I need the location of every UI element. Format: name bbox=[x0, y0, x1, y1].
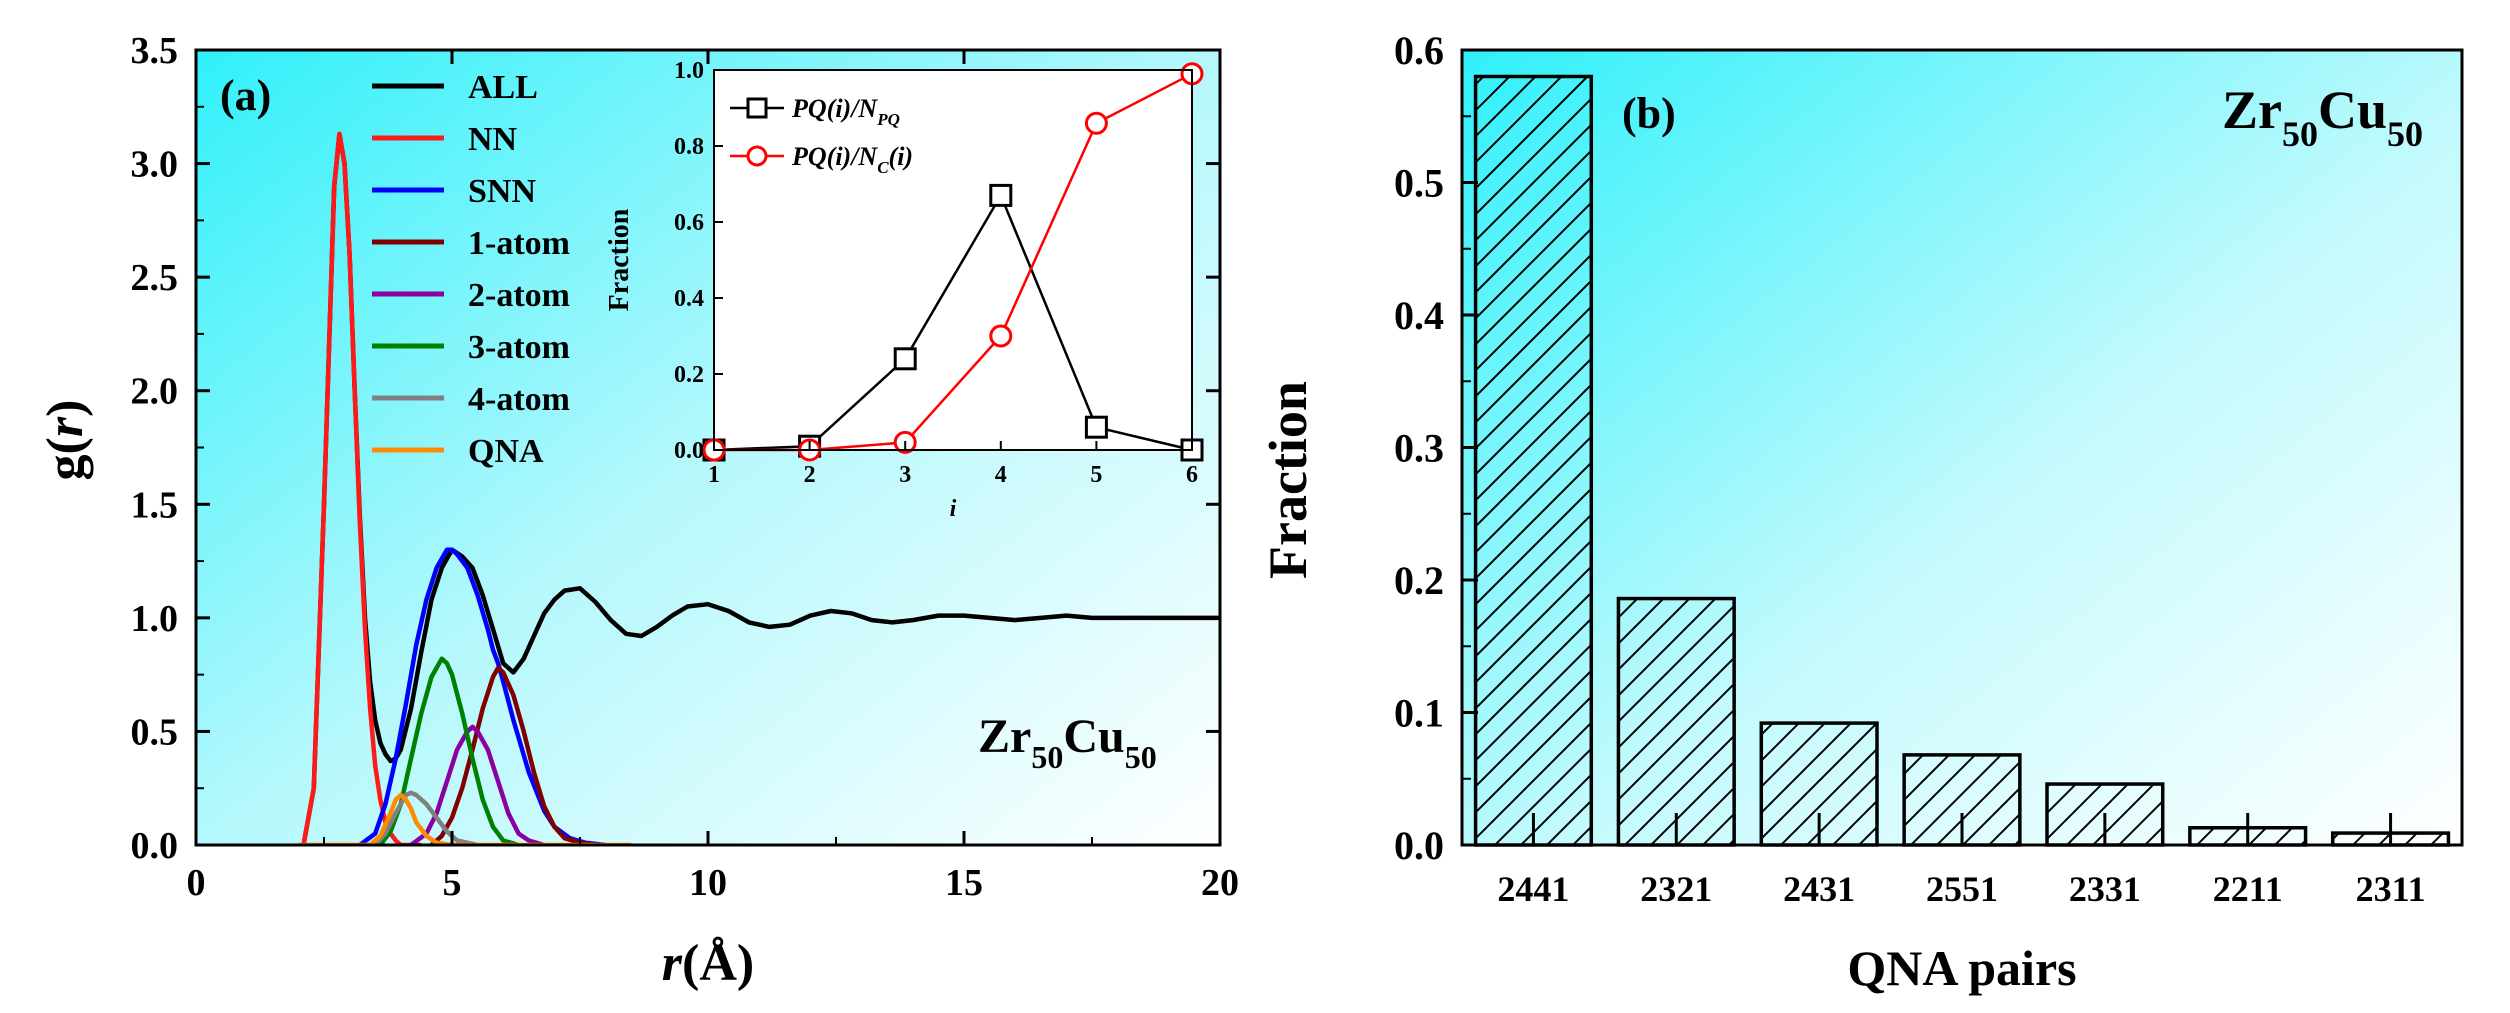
y-tick-label: 3.0 bbox=[131, 144, 179, 186]
y-tick-label: 0.3 bbox=[1394, 426, 1444, 471]
x-tick-label: 20 bbox=[1201, 862, 1239, 904]
legend-label: 2-atom bbox=[468, 277, 570, 314]
panel-b: 2441 2321 2431 2551 2331 2211 2311 0.0 0.1 0.2 0.… bbox=[1258, 28, 2462, 996]
x-tick-label-2321: 2321 bbox=[1640, 869, 1712, 909]
y-tick-label: 0.2 bbox=[1394, 558, 1444, 603]
y-tick-label: 0.1 bbox=[1394, 691, 1444, 736]
inset-y-tick-label: 1.0 bbox=[674, 58, 704, 84]
panel-a-x-axis-label: r(Å) bbox=[662, 935, 754, 992]
y-tick-label: 1.5 bbox=[131, 484, 179, 526]
x-tick-label-2551: 2551 bbox=[1926, 869, 1998, 909]
inset-x-tick-label: 3 bbox=[899, 462, 911, 488]
inset-y-tick-label: 0.6 bbox=[674, 210, 704, 236]
y-tick-label: 3.5 bbox=[131, 30, 179, 72]
inset-marker-square bbox=[1086, 417, 1106, 437]
y-tick-label: 2.5 bbox=[131, 257, 179, 299]
legend-label: 1-atom bbox=[468, 225, 570, 262]
inset-x-tick-label: 1 bbox=[708, 462, 720, 488]
panel-a-y-axis-label: g(r) bbox=[37, 400, 94, 481]
panel-b-background bbox=[1462, 50, 2462, 845]
bar-2441 bbox=[1476, 77, 1592, 846]
x-tick-label: 5 bbox=[443, 862, 462, 904]
inset-y-tick-label: 0.4 bbox=[674, 286, 704, 312]
bar-fill bbox=[1476, 77, 1592, 846]
x-tick-label-2441: 2441 bbox=[1497, 869, 1569, 909]
inset-legend-marker-circle bbox=[748, 147, 766, 165]
legend-label: QNA bbox=[468, 433, 544, 470]
inset-y-tick-label: 0.0 bbox=[674, 438, 704, 464]
legend-label: 3-atom bbox=[468, 329, 570, 366]
inset-x-tick-label: 6 bbox=[1186, 462, 1198, 488]
inset-marker-square bbox=[895, 349, 915, 369]
y-tick-label: 0.0 bbox=[131, 825, 179, 867]
x-tick-label-2431: 2431 bbox=[1783, 869, 1855, 909]
panel-b-y-axis-label: Fraction bbox=[1258, 381, 1318, 579]
panel-a-label: (a) bbox=[220, 71, 271, 120]
x-tick-label-2311: 2311 bbox=[2356, 869, 2426, 909]
inset-x-tick-label: 5 bbox=[1090, 462, 1102, 488]
x-tick-label-2211: 2211 bbox=[2213, 869, 2283, 909]
inset-marker-circle bbox=[991, 326, 1011, 346]
x-tick-label: 15 bbox=[945, 862, 983, 904]
y-tick-label: 0.4 bbox=[1394, 293, 1444, 338]
legend-label: 4-atom bbox=[468, 381, 570, 418]
y-tick-label: 1.0 bbox=[131, 598, 179, 640]
y-tick-label: 0.5 bbox=[131, 711, 179, 753]
panel-a: 0 5 10 15 20 0.00.51.01.52.02.53.03.5 (a) r(… bbox=[37, 30, 1239, 992]
legend-label: ALL bbox=[468, 69, 538, 106]
bar-2321 bbox=[1618, 599, 1734, 845]
inset-marker-square bbox=[991, 185, 1011, 205]
inset-marker-circle bbox=[1086, 113, 1106, 133]
y-tick-label: 0.0 bbox=[1394, 823, 1444, 868]
inset-y-tick-label: 0.8 bbox=[674, 134, 704, 160]
bar-fill bbox=[1618, 599, 1734, 845]
inset-y-axis-label: Fraction bbox=[604, 208, 635, 311]
panel-b-label: (b) bbox=[1622, 89, 1676, 138]
x-tick-label: 10 bbox=[689, 862, 727, 904]
y-tick-label: 0.6 bbox=[1394, 28, 1444, 73]
figure: 0 5 10 15 20 0.00.51.01.52.02.53.03.5 (a) r(… bbox=[0, 0, 2510, 1013]
y-tick-label: 2.0 bbox=[131, 371, 179, 413]
inset-background bbox=[714, 70, 1192, 450]
inset-legend-marker-square bbox=[748, 99, 766, 117]
inset-x-tick-label: 2 bbox=[804, 462, 816, 488]
panel-b-x-axis-label: QNA pairs bbox=[1847, 940, 2076, 996]
y-tick-label: 0.5 bbox=[1394, 161, 1444, 206]
inset-y-tick-label: 0.2 bbox=[674, 362, 704, 388]
legend-label: SNN bbox=[468, 173, 536, 210]
inset-x-axis-label: i bbox=[950, 496, 957, 522]
legend-label: NN bbox=[468, 121, 518, 158]
x-tick-label-2331: 2331 bbox=[2069, 869, 2141, 909]
x-tick-label: 0 bbox=[187, 862, 206, 904]
inset-x-tick-label: 4 bbox=[995, 462, 1007, 488]
